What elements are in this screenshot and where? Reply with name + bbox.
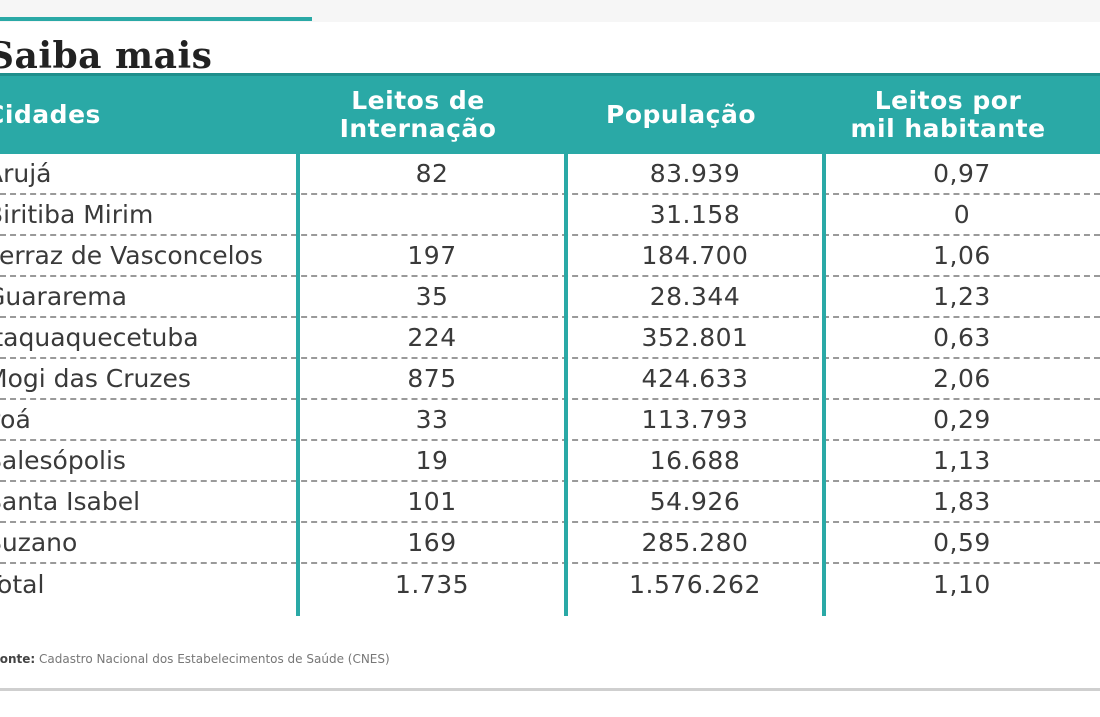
- source-label: Fonte:: [0, 652, 36, 666]
- table-row: Guararema 35 28.344 1,23: [0, 277, 1100, 318]
- cell-populacao: 28.344: [649, 282, 741, 311]
- cell-populacao: 16.688: [649, 446, 741, 475]
- header-leitos: Leitos de Internação: [284, 76, 552, 154]
- header-leitos-por-mil-label: Leitos por mil habitante: [850, 86, 1046, 143]
- cell-leitos: 224: [407, 323, 457, 352]
- header-populacao: População: [606, 100, 756, 129]
- cell-populacao: 31.158: [649, 200, 741, 229]
- cell-leitos-por-mil: 0,97: [933, 159, 991, 188]
- cell-leitos-por-mil: 2,06: [933, 364, 991, 393]
- cell-cidade: Biritiba Mirim: [0, 200, 154, 229]
- cell-cidade: Suzano: [0, 528, 78, 557]
- table-row: Arujá 82 83.939 0,97: [0, 154, 1100, 195]
- header-leitos-label: Leitos de Internação: [339, 86, 497, 143]
- cell-leitos: 33: [415, 405, 449, 434]
- cell-populacao: 285.280: [641, 528, 749, 557]
- cell-populacao: 54.926: [649, 487, 741, 516]
- cell-cidade: Mogi das Cruzes: [0, 364, 191, 393]
- source-text: Cadastro Nacional dos Estabelecimentos d…: [39, 652, 390, 666]
- cell-leitos: 35: [415, 282, 449, 311]
- cell-populacao: 83.939: [649, 159, 741, 188]
- source-note: Fonte: Cadastro Nacional dos Estabelecim…: [0, 652, 390, 666]
- cell-populacao: 1.576.262: [629, 570, 761, 599]
- table-row: Biritiba Mirim 31.158 0: [0, 195, 1100, 236]
- cell-leitos: 19: [415, 446, 449, 475]
- column-divider: [564, 154, 568, 616]
- cell-cidade: Itaquaquecetuba: [0, 323, 199, 352]
- table-body: Arujá 82 83.939 0,97 Biritiba Mirim 31.158 0 Fe…: [0, 154, 1100, 616]
- header-cidades: Cidades: [0, 100, 101, 129]
- cell-populacao: 352.801: [641, 323, 749, 352]
- cell-populacao: 113.793: [641, 405, 749, 434]
- cell-cidade: Ferraz de Vasconcelos: [0, 241, 263, 270]
- cell-cidade: Arujá: [0, 159, 52, 188]
- cell-populacao: 424.633: [641, 364, 749, 393]
- cell-leitos-por-mil: 1,10: [933, 570, 991, 599]
- cell-leitos: 169: [407, 528, 457, 557]
- cell-cidade: Total: [0, 570, 45, 599]
- cell-leitos-por-mil: 0,29: [933, 405, 991, 434]
- header-leitos-por-mil: Leitos por mil habitante: [810, 76, 1086, 154]
- top-bar: [0, 0, 1100, 22]
- cell-cidade: Salesópolis: [0, 446, 126, 475]
- table-row: Ferraz de Vasconcelos 197 184.700 1,06: [0, 236, 1100, 277]
- cell-leitos: 875: [407, 364, 457, 393]
- cell-leitos-por-mil: 1,83: [933, 487, 991, 516]
- table-row: Mogi das Cruzes 875 424.633 2,06: [0, 359, 1100, 400]
- cell-leitos: 197: [407, 241, 457, 270]
- bottom-rule: [0, 688, 1100, 691]
- table-header: Cidades Leitos de Internação População L…: [0, 73, 1100, 154]
- cell-cidade: Santa Isabel: [0, 487, 141, 516]
- table-row: Itaquaquecetuba 224 352.801 0,63: [0, 318, 1100, 359]
- cell-leitos: [298, 195, 566, 234]
- table-row: Santa Isabel 101 54.926 1,83: [0, 482, 1100, 523]
- cell-populacao: 184.700: [641, 241, 749, 270]
- cell-leitos: 101: [407, 487, 457, 516]
- top-accent-line: [0, 17, 312, 21]
- beds-table: Cidades Leitos de Internação População L…: [0, 73, 1100, 616]
- page-title: Saiba mais: [0, 35, 213, 77]
- cell-leitos-por-mil: 0: [953, 200, 971, 229]
- cell-leitos-por-mil: 0,63: [933, 323, 991, 352]
- table-row: Poá 33 113.793 0,29: [0, 400, 1100, 441]
- cell-leitos-por-mil: 1,23: [933, 282, 991, 311]
- cell-cidade: Poá: [0, 405, 31, 434]
- cell-leitos-por-mil: 1,13: [933, 446, 991, 475]
- table-row: Suzano 169 285.280 0,59: [0, 523, 1100, 564]
- table-row: Salesópolis 19 16.688 1,13: [0, 441, 1100, 482]
- cell-cidade: Guararema: [0, 282, 127, 311]
- column-divider: [822, 154, 826, 616]
- cell-leitos-por-mil: 0,59: [933, 528, 991, 557]
- table-row: Total 1.735 1.576.262 1,10: [0, 564, 1100, 605]
- cell-leitos-por-mil: 1,06: [933, 241, 991, 270]
- cell-leitos: 82: [415, 159, 449, 188]
- cell-leitos: 1.735: [394, 570, 470, 599]
- column-divider: [296, 154, 300, 616]
